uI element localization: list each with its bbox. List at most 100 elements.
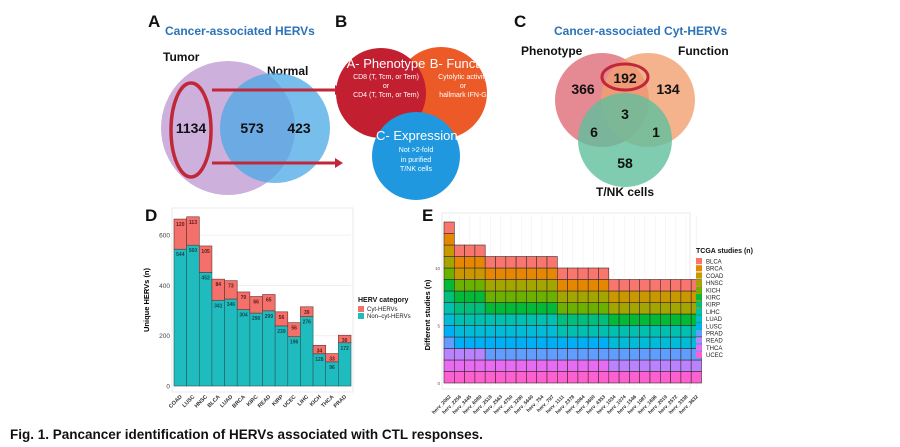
y-tick-label: 0: [166, 384, 170, 391]
legend-swatch: [696, 344, 702, 351]
tumor-only-highlight: [169, 81, 213, 179]
heatmap-cell: [484, 359, 496, 372]
bar-label-non-cyt: 544: [176, 252, 185, 258]
y-tick-label: 600: [159, 233, 170, 240]
heatmap-cell: [453, 336, 465, 349]
heatmap-cell: [567, 359, 579, 372]
heatmap-cell: [608, 359, 620, 372]
count-both: 573: [240, 120, 264, 136]
heatmap-cell: [557, 336, 568, 349]
heatmap-cell: [567, 336, 579, 349]
bar-segment-non-cyt: [274, 325, 289, 387]
heatmap-cell: [660, 348, 671, 361]
heatmap-cell: [587, 359, 599, 372]
bar-label-non-cyt: 196: [290, 340, 299, 346]
heatmap-cell: [546, 336, 558, 349]
legend-swatch: [696, 315, 702, 322]
heatmap-cell: [660, 279, 671, 292]
heatmap-cell: [474, 325, 486, 338]
x-tick-label: HNSC: [194, 394, 209, 409]
heatmap-cell: [515, 302, 527, 315]
heatmap-cell: [557, 279, 568, 292]
heatmap-cell: [536, 348, 548, 361]
heatmap-cell: [608, 371, 620, 384]
heatmap-cell: [670, 279, 682, 292]
legend-entry: BRCA: [706, 267, 723, 273]
legend-title: TCGA studies (n): [696, 248, 753, 255]
bar-segment-non-cyt: [186, 244, 200, 387]
heatmap-cell: [598, 348, 610, 361]
heatmap-cell: [443, 233, 455, 246]
heatmap-cell: [505, 336, 517, 349]
panel-c-title: Cancer-associated Cyt-HERVs: [554, 24, 728, 38]
x-tick-label: PRAD: [333, 394, 348, 409]
phenotype-text: CD8 (T, Tcm, or Tem) or CD4 (T, Tcm, or …: [346, 73, 426, 100]
y-tick-label: 5: [437, 324, 440, 329]
heatmap-cell: [598, 290, 610, 303]
heatmap-cell: [587, 279, 599, 292]
count-tnk-only: 58: [617, 155, 633, 171]
arrow-lower-head: [335, 158, 343, 168]
heatmap-cell: [649, 336, 661, 349]
heatmap-cell: [464, 256, 476, 269]
bar-segment-cyt: [338, 334, 352, 344]
heatmap-cell: [639, 325, 651, 338]
heatmap-cell: [484, 290, 496, 303]
heatmap-cell: [577, 313, 589, 326]
heatmap-cell: [464, 325, 476, 338]
heatmap-cell: [526, 279, 538, 292]
bar-label-cyt: 39: [304, 310, 310, 316]
heatmap-cell: [639, 279, 651, 292]
heatmap-cell: [557, 290, 568, 303]
heatmap-cell: [515, 348, 527, 361]
legend-entry: BLCA: [706, 260, 722, 266]
legend-entry: UCEC: [706, 353, 724, 359]
legend-swatch: [696, 258, 702, 265]
heatmap-cell: [557, 267, 568, 280]
heatmap-cell: [649, 279, 661, 292]
heatmap-cell: [536, 290, 548, 303]
tnk-label: T/NK cells: [596, 185, 655, 199]
heatmap-cell: [526, 336, 538, 349]
heatmap-cell: [526, 290, 538, 303]
legend-entry: LUAD: [706, 317, 723, 323]
heatmap-cell: [443, 244, 455, 257]
heatmap-cell: [629, 348, 640, 361]
heatmap-cell: [577, 325, 589, 338]
heatmap-cell: [515, 336, 527, 349]
heatmap-cell: [495, 371, 507, 384]
heatmap-cell: [680, 313, 692, 326]
heatmap-cell: [598, 302, 610, 315]
heatmap-cell: [618, 336, 630, 349]
heatmap-cell: [598, 279, 610, 292]
heatmap-cell: [495, 359, 507, 372]
heatmap-cell: [639, 290, 651, 303]
heatmap-cell: [495, 313, 507, 326]
heatmap-cell: [608, 279, 620, 292]
heatmap-cell: [567, 267, 579, 280]
bar-label-cyt: 120: [176, 222, 185, 228]
bar-label-cyt: 84: [215, 282, 221, 288]
heatmap-cell: [526, 348, 538, 361]
legend-swatch: [696, 330, 702, 337]
heatmap-cell: [453, 244, 465, 257]
heatmap-cell: [453, 267, 465, 280]
heatmap-cell: [598, 371, 610, 384]
heatmap-cell: [618, 348, 630, 361]
heatmap-cell: [505, 279, 517, 292]
heatmap-cell: [505, 267, 517, 280]
y-tick-label: 10: [435, 266, 441, 271]
heatmap-cell: [495, 325, 507, 338]
heatmap-cell: [443, 336, 455, 349]
heatmap-cell: [639, 302, 651, 315]
heatmap-cell: [505, 313, 517, 326]
heatmap-cell: [443, 267, 455, 280]
count-tumor-only: 1134: [175, 120, 207, 136]
heatmap-cell: [453, 348, 465, 361]
heatmap-cell: [567, 302, 579, 315]
heatmap-cell: [577, 267, 589, 280]
heatmap-cell: [649, 302, 661, 315]
heatmap-cell: [474, 244, 486, 257]
heatmap-cell: [536, 336, 548, 349]
heatmap-cell: [453, 256, 465, 269]
